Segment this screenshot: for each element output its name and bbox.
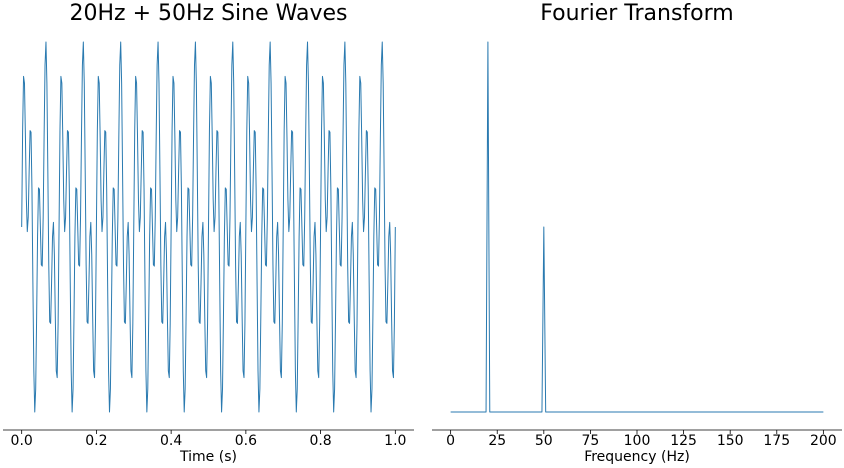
line — [450, 41, 824, 413]
x-tick-label: 50 — [535, 433, 553, 449]
x-tick-label: 25 — [488, 433, 506, 449]
x-tick-label: 0.4 — [160, 433, 182, 449]
x-tick-label: 125 — [670, 433, 697, 449]
x-tick-label: 150 — [717, 433, 744, 449]
x-tick-label: 0.8 — [309, 433, 331, 449]
x-tick-label: 0.2 — [85, 433, 107, 449]
x-tick-label: 100 — [624, 433, 651, 449]
chart-title: Fourier Transform — [540, 1, 733, 26]
line — [21, 41, 396, 413]
x-tick-label: 175 — [763, 433, 790, 449]
x-tick-label: 0 — [446, 433, 455, 449]
x-tick-label: 0.0 — [11, 433, 33, 449]
x-axis-label: Time (s) — [179, 449, 237, 465]
x-tick-label: 75 — [581, 433, 599, 449]
x-tick-label: 1.0 — [384, 433, 406, 449]
x-axis-label: Frequency (Hz) — [584, 449, 690, 465]
x-tick-label: 200 — [810, 433, 837, 449]
x-tick-label: 0.6 — [235, 433, 257, 449]
chart-title: 20Hz + 50Hz Sine Waves — [70, 1, 348, 26]
